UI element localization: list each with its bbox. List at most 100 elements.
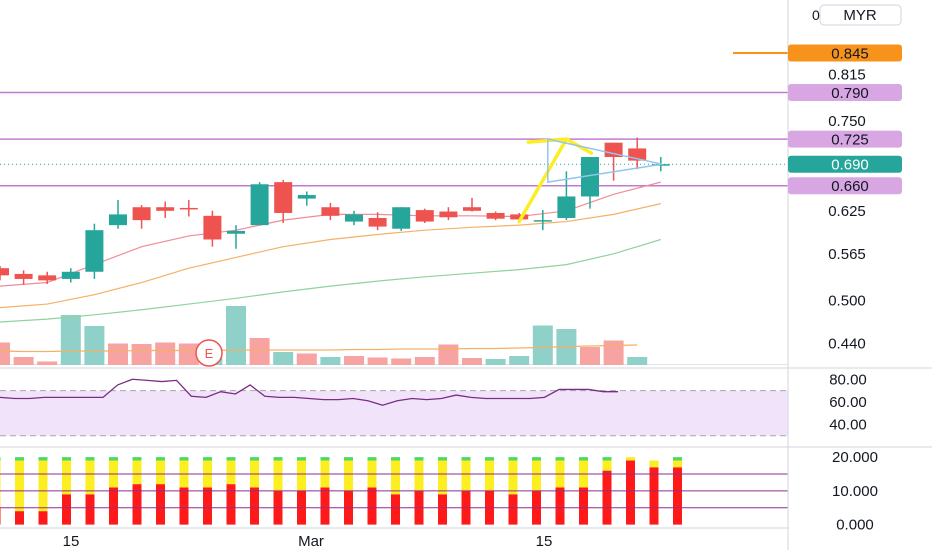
- volume-bar: [273, 352, 294, 365]
- candle-body: [38, 275, 57, 281]
- stacked-bar-segment: [438, 494, 447, 525]
- volume-bar: [131, 344, 152, 365]
- candle-body: [85, 230, 104, 272]
- stacked-bar-segment: [579, 487, 588, 525]
- volume-bar: [391, 358, 412, 365]
- candle-body: [14, 273, 33, 279]
- oscillator-pane: [0, 378, 788, 437]
- time-tick-label: Mar: [298, 533, 324, 550]
- stacked-bar-segment: [626, 460, 635, 525]
- time-tick-label: 15: [536, 533, 553, 550]
- bar-tick-label: 0.000: [836, 517, 874, 534]
- stacked-bar-segment: [15, 457, 24, 461]
- stacked-bar-segment: [203, 457, 212, 461]
- candle-body: [61, 271, 80, 279]
- stacked-bar-segment: [179, 487, 189, 525]
- volume-bar: [414, 357, 435, 365]
- stacked-bar-segment: [555, 487, 565, 525]
- stacked-bar-segment: [602, 457, 612, 461]
- stacked-bar-segment: [320, 457, 330, 461]
- price-tag: [788, 44, 902, 62]
- price-tick-label: 0.440: [828, 335, 866, 352]
- candle-body: [415, 210, 434, 222]
- stacked-bar-pane: [0, 457, 788, 525]
- price-tag: [788, 130, 902, 148]
- stacked-bar-segment: [38, 511, 48, 525]
- volume-bar: [226, 306, 246, 365]
- candle-body: [203, 215, 222, 240]
- stacked-bar-segment: [391, 460, 400, 495]
- price-tag-label: 0.790: [831, 85, 869, 102]
- stacked-bar-segment: [15, 511, 24, 525]
- stacked-bar-segment: [414, 457, 424, 461]
- candle-body: [274, 182, 293, 213]
- candle-body: [250, 184, 269, 226]
- volume-bar: [0, 342, 10, 365]
- candle-body: [297, 195, 316, 199]
- stacked-bar-segment: [273, 460, 283, 491]
- volume-bar: [580, 347, 600, 365]
- price-tick-label: 0.625: [828, 203, 866, 220]
- volume-bar: [37, 361, 58, 365]
- stacked-bar-segment: [602, 460, 612, 471]
- stacked-bar-segment: [0, 460, 1, 508]
- volume-bar: [155, 342, 176, 365]
- currency-button[interactable]: [819, 4, 902, 26]
- candle-body: [321, 207, 340, 216]
- candle-body: [392, 207, 411, 229]
- candle-body: [604, 142, 623, 158]
- price-pane[interactable]: [0, 52, 788, 365]
- stacked-bar-segment: [132, 484, 142, 525]
- earnings-event-marker[interactable]: [195, 339, 223, 367]
- stacked-bar-segment: [626, 457, 635, 461]
- stacked-bar-segment: [85, 494, 95, 525]
- stacked-bar-segment: [532, 460, 541, 491]
- last-price-tag-label: 0.690: [831, 157, 869, 174]
- stacked-bar-segment: [226, 484, 236, 525]
- volume-bar: [108, 343, 128, 365]
- stacked-bar-segment: [273, 457, 283, 461]
- oscillator-line: [0, 378, 618, 406]
- volume-bar: [296, 353, 317, 365]
- stacked-bar-segment: [156, 460, 165, 485]
- stacked-bar-segment: [109, 457, 118, 461]
- stacked-bar-segment: [0, 457, 1, 461]
- stacked-bar-segment: [438, 457, 447, 461]
- candle-body: [179, 207, 198, 210]
- earnings-event-label: E: [205, 346, 214, 361]
- candle-body: [486, 212, 505, 219]
- stacked-bar-segment: [485, 460, 494, 491]
- stacked-bar-segment: [62, 460, 71, 495]
- time-tick-label: 15: [63, 533, 80, 550]
- price-tag: [788, 177, 902, 195]
- stacked-bar-segment: [132, 460, 142, 485]
- stacked-bar-segment: [203, 487, 212, 525]
- stacked-bar-segment: [38, 460, 48, 512]
- price-labels: 0.845 0.790 0.725 0.660 0.690: [788, 44, 902, 195]
- stacked-bar-segment: [344, 457, 353, 461]
- candle-body: [463, 207, 481, 211]
- stacked-bar-segment: [367, 457, 377, 461]
- candle-body: [368, 217, 387, 227]
- volume-bar: [532, 325, 553, 365]
- volume-bar: [603, 340, 624, 365]
- stacked-bar-segment: [320, 487, 330, 525]
- volume-bar: [462, 358, 482, 365]
- candle-body: [0, 268, 9, 276]
- oscillator-band: [0, 390, 788, 436]
- stacked-bar-segment: [673, 457, 682, 461]
- oscillator-tick-label: 80.00: [829, 371, 867, 388]
- stacked-bar-segment: [297, 457, 306, 461]
- stacked-bar-segment: [649, 460, 659, 468]
- volume-bar: [627, 357, 648, 365]
- stacked-bar-segment: [391, 457, 400, 461]
- stacked-bar-segment: [250, 487, 259, 525]
- candle-body: [156, 207, 175, 211]
- stacked-bar-segment: [367, 487, 377, 525]
- volume-bar: [509, 356, 530, 365]
- stacked-bar-segment: [508, 494, 518, 525]
- time-axis[interactable]: 15 Mar 15: [0, 527, 788, 550]
- stacked-bar-segment: [62, 494, 71, 525]
- price-tag-label: 0.845: [831, 46, 869, 63]
